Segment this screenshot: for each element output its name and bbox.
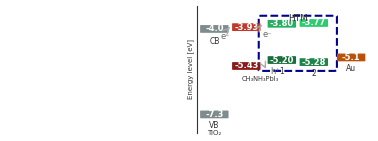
FancyBboxPatch shape xyxy=(232,23,260,31)
FancyBboxPatch shape xyxy=(337,54,365,61)
Text: CB: CB xyxy=(209,37,220,46)
Text: 2: 2 xyxy=(311,69,316,78)
Text: -5.1: -5.1 xyxy=(342,53,361,62)
FancyBboxPatch shape xyxy=(200,25,229,33)
Text: HTM: HTM xyxy=(288,14,308,23)
Text: e⁻: e⁻ xyxy=(263,30,273,39)
Text: e⁻: e⁻ xyxy=(220,32,230,41)
Text: -3.77: -3.77 xyxy=(302,18,326,27)
Text: Au: Au xyxy=(346,64,356,73)
FancyBboxPatch shape xyxy=(300,19,328,27)
FancyBboxPatch shape xyxy=(268,56,296,64)
Text: VB: VB xyxy=(209,121,220,130)
Text: h⁺: h⁺ xyxy=(270,67,280,76)
FancyBboxPatch shape xyxy=(268,20,296,28)
Text: -5.28: -5.28 xyxy=(302,58,326,67)
Text: -7.3: -7.3 xyxy=(205,110,223,119)
Text: -5.43: -5.43 xyxy=(234,61,259,70)
Text: 1: 1 xyxy=(279,67,284,76)
FancyBboxPatch shape xyxy=(200,111,229,118)
Y-axis label: Energy level [eV]: Energy level [eV] xyxy=(187,39,194,99)
Text: -5.20: -5.20 xyxy=(270,56,294,65)
Text: TiO₂: TiO₂ xyxy=(207,130,222,136)
Text: -3.93: -3.93 xyxy=(234,23,259,32)
Text: -4.0: -4.0 xyxy=(205,24,223,33)
FancyBboxPatch shape xyxy=(232,62,260,70)
Text: -3.80: -3.80 xyxy=(270,19,294,28)
Text: CH₃NH₃PbI₃: CH₃NH₃PbI₃ xyxy=(242,76,279,82)
FancyBboxPatch shape xyxy=(300,58,328,66)
